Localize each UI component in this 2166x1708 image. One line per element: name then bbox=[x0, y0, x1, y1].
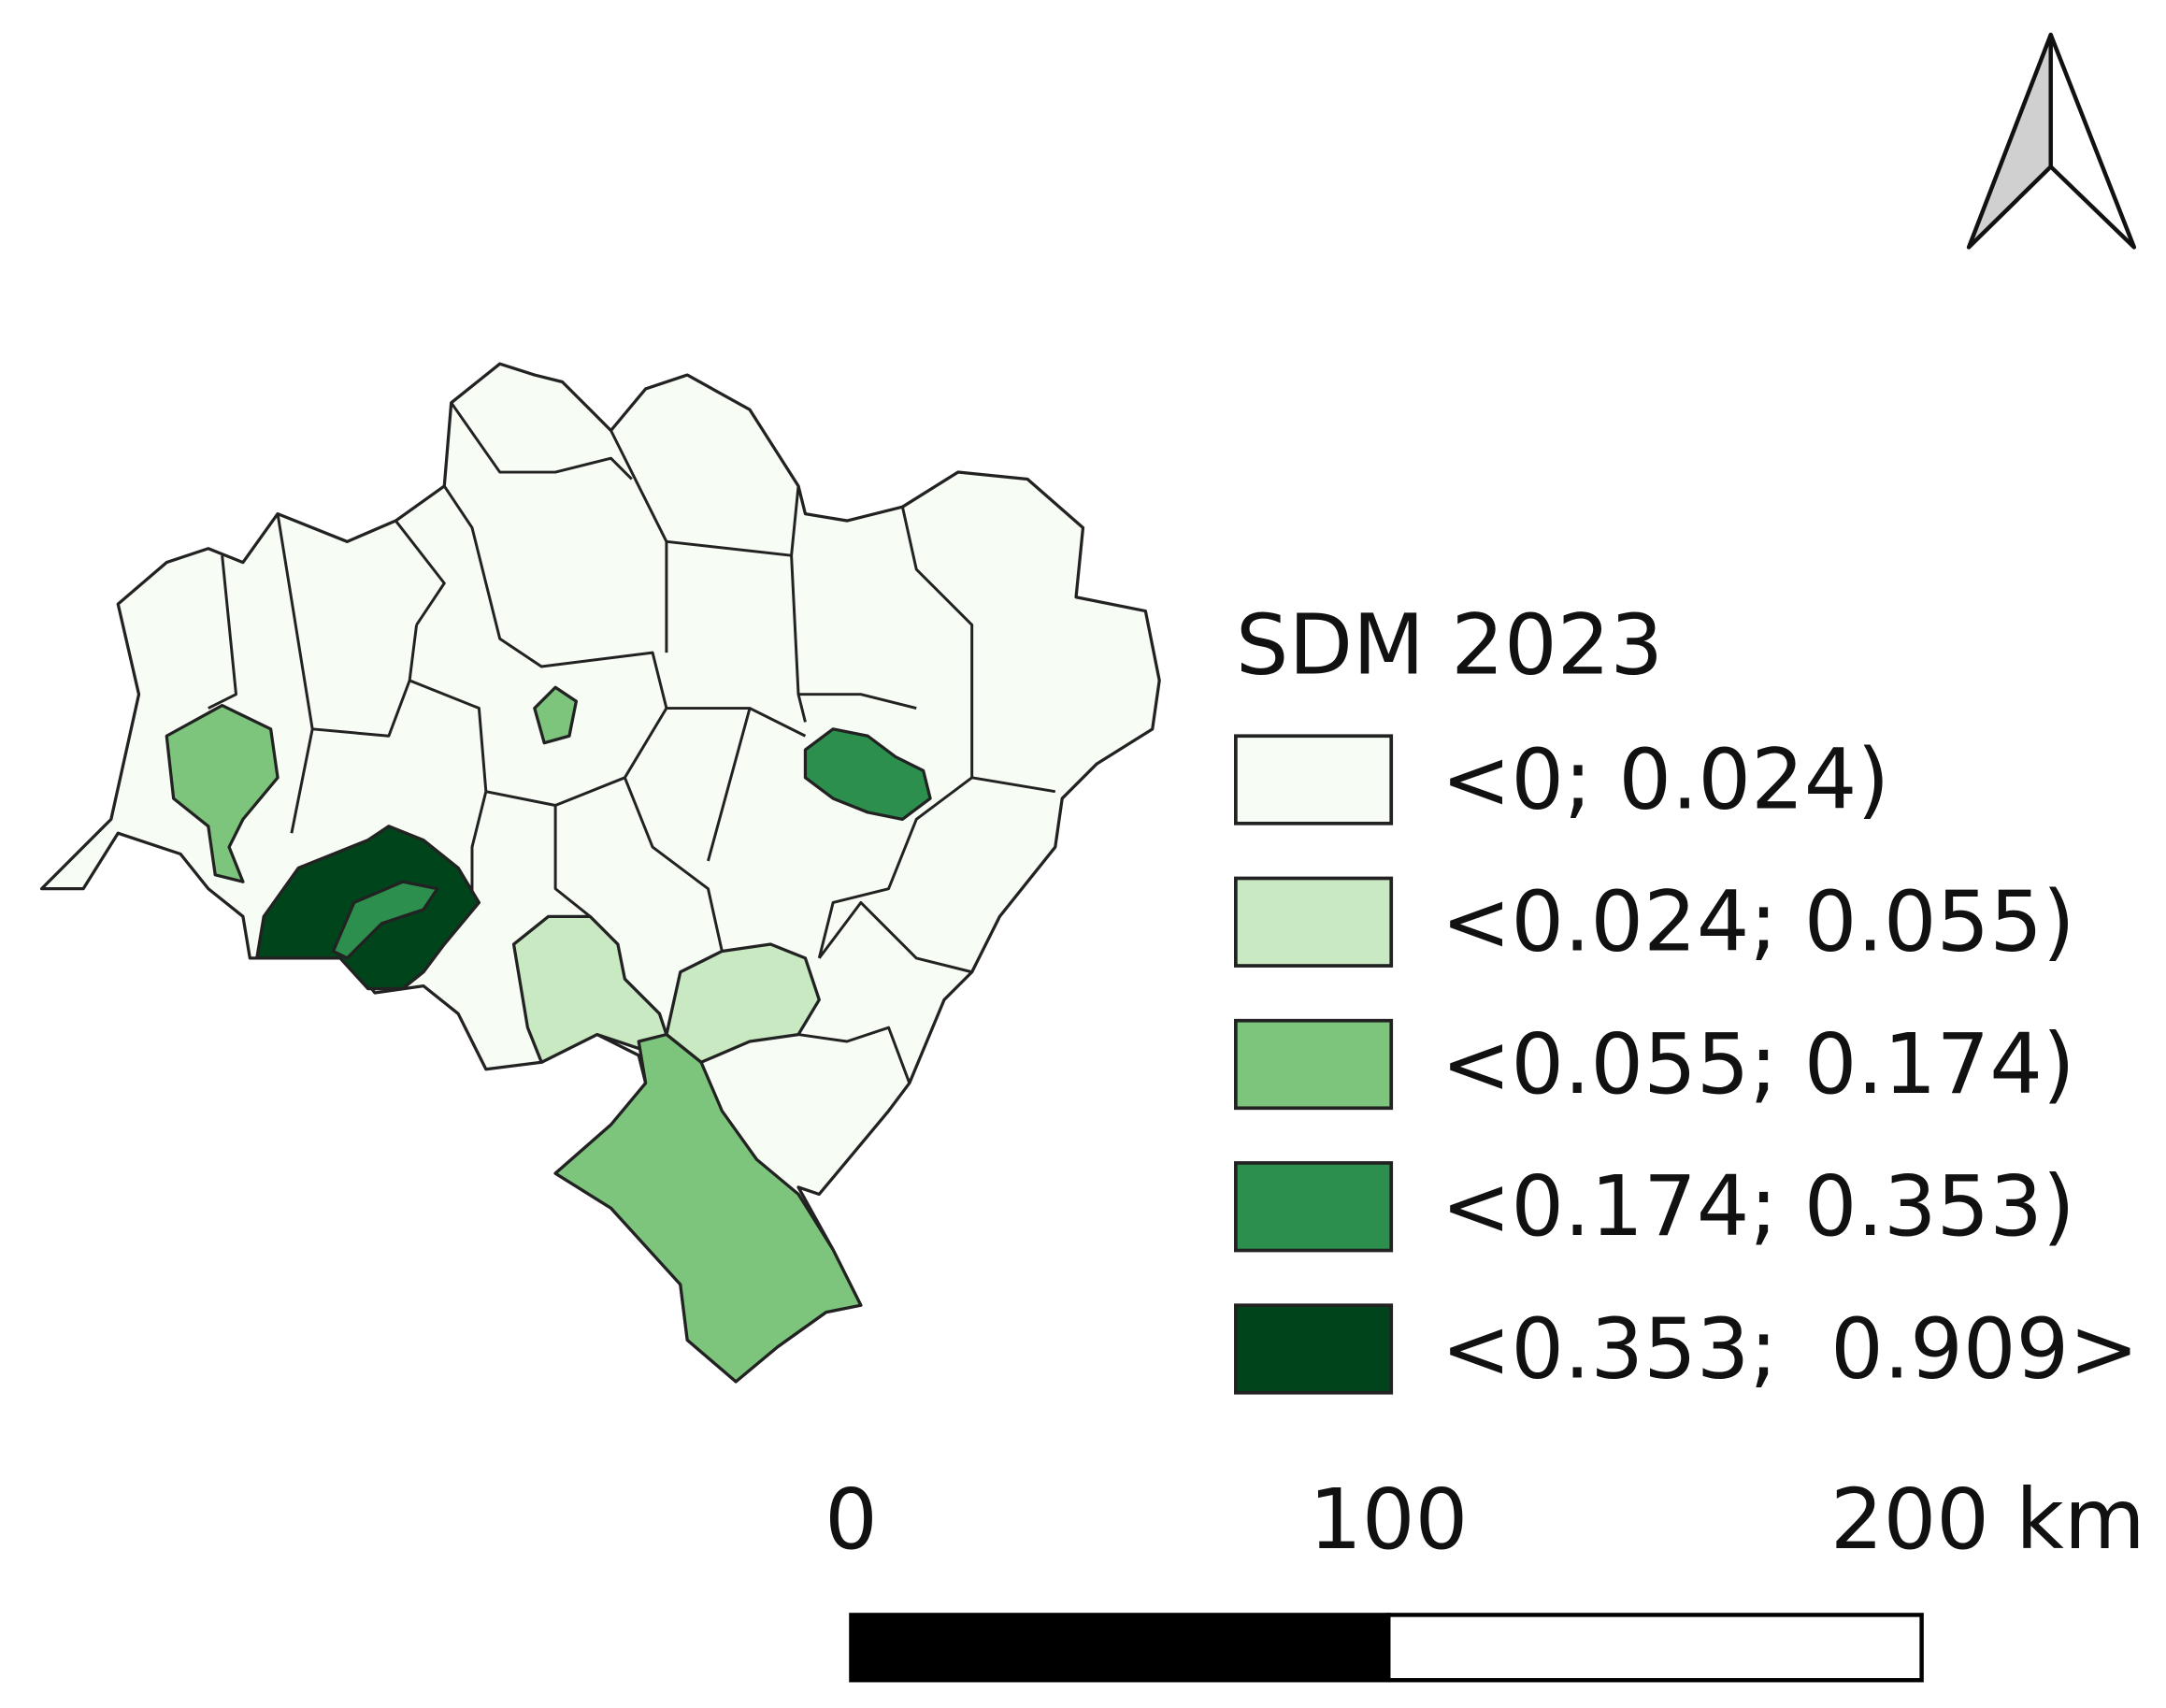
scale-bar-segment bbox=[849, 1613, 1391, 1683]
scale-bar-segment bbox=[1386, 1613, 1924, 1683]
region bbox=[533, 685, 579, 745]
legend-swatch bbox=[1234, 734, 1394, 825]
region bbox=[331, 880, 439, 960]
legend-label: <0; 0.024) bbox=[1442, 731, 1890, 828]
legend-label: <0.055; 0.174) bbox=[1442, 1016, 2075, 1113]
legend-swatch bbox=[1234, 1303, 1394, 1395]
region bbox=[553, 1032, 863, 1384]
scale-bar: 0 100 200 km bbox=[825, 1471, 2145, 1683]
region-border bbox=[208, 401, 1056, 1084]
scale-label: 100 bbox=[1309, 1471, 1468, 1569]
legend: <0; 0.024) <0.024; 0.055) <0.055; 0.174) <0… bbox=[1234, 731, 2139, 1398]
legend-label: <0.353; 0.909> bbox=[1442, 1300, 2139, 1398]
north-arrow bbox=[1966, 32, 2137, 250]
legend-swatch bbox=[1234, 876, 1394, 968]
legend-swatch bbox=[1234, 1161, 1394, 1253]
scale-label: 0 bbox=[825, 1471, 878, 1569]
legend-swatch bbox=[1234, 1018, 1394, 1111]
region bbox=[803, 727, 932, 822]
region bbox=[39, 362, 1161, 1384]
legend-label: <0.024; 0.055) bbox=[1442, 874, 2075, 971]
legend-title: SDM 2023 bbox=[1236, 596, 1663, 694]
map-regions bbox=[39, 362, 1161, 1384]
region bbox=[165, 703, 280, 883]
legend-label: <0.174; 0.353) bbox=[1442, 1158, 2075, 1256]
scale-label: 200 km bbox=[1830, 1471, 2145, 1569]
